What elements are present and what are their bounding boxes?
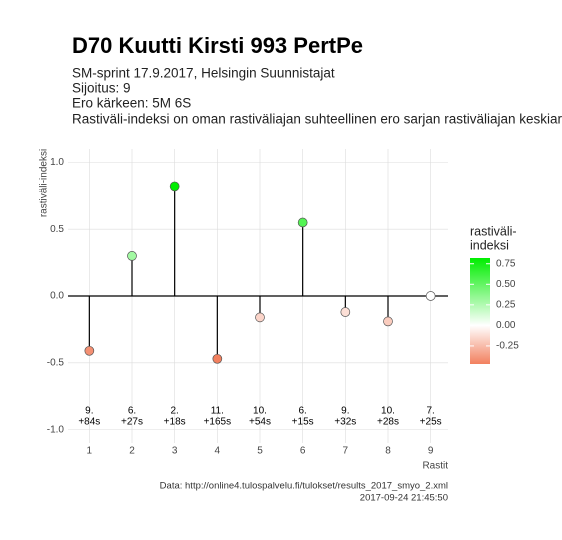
gap-label: +25s bbox=[420, 417, 442, 428]
point bbox=[212, 353, 223, 364]
subtitle: SM-sprint 17.9.2017, Helsingin Suunnista… bbox=[72, 66, 335, 81]
point bbox=[383, 316, 393, 327]
x-axis-label: Rastit bbox=[422, 461, 448, 472]
point bbox=[169, 181, 180, 192]
x-tick-label: 9 bbox=[428, 446, 434, 457]
rank-label: 10. bbox=[253, 406, 267, 417]
point bbox=[127, 251, 137, 261]
point bbox=[297, 217, 308, 228]
y-tick-label: 1.0 bbox=[50, 157, 64, 168]
y-axis-label: rastiväli-indeksi bbox=[39, 149, 50, 217]
gap-label: +32s bbox=[334, 417, 356, 428]
gap-label: +15s bbox=[292, 417, 314, 428]
legend-title: rastiväli- bbox=[470, 224, 517, 238]
rank-label: 9. bbox=[85, 406, 93, 417]
subtitle: Rastiväli-indeksi on oman rastiväliajan … bbox=[72, 112, 562, 127]
point bbox=[84, 345, 95, 356]
x-tick-label: 5 bbox=[257, 446, 263, 457]
legend-label: 0.75 bbox=[496, 258, 516, 269]
caption: 2017-09-24 21:45:50 bbox=[360, 493, 448, 504]
gap-label: +165s bbox=[204, 417, 232, 428]
gap-label: +18s bbox=[164, 417, 186, 428]
gap-label: +54s bbox=[249, 417, 271, 428]
rank-label: 6. bbox=[128, 406, 136, 417]
colorbar bbox=[470, 258, 490, 364]
point bbox=[425, 291, 436, 301]
legend-label: 0.00 bbox=[496, 320, 516, 331]
rank-label: 6. bbox=[298, 406, 306, 417]
rank-label: 10. bbox=[381, 406, 395, 417]
x-tick-label: 6 bbox=[300, 446, 306, 457]
y-tick-label: 0.0 bbox=[50, 291, 64, 302]
subtitle: Sijoitus: 9 bbox=[72, 81, 131, 96]
x-tick-label: 3 bbox=[172, 446, 178, 457]
x-tick-label: 4 bbox=[215, 446, 221, 457]
gap-label: +84s bbox=[78, 417, 100, 428]
x-tick-label: 1 bbox=[87, 446, 93, 457]
point bbox=[255, 312, 265, 323]
x-tick-label: 8 bbox=[385, 446, 391, 457]
x-tick-label: 2 bbox=[129, 446, 135, 457]
subtitle: Ero kärkeen: 5M 6S bbox=[72, 96, 191, 111]
y-tick-label: -1.0 bbox=[47, 424, 65, 435]
rank-label: 9. bbox=[341, 406, 349, 417]
rank-label: 7. bbox=[426, 406, 434, 417]
legend-label: 0.50 bbox=[496, 279, 516, 290]
x-tick-label: 7 bbox=[343, 446, 349, 457]
gap-label: +27s bbox=[121, 417, 143, 428]
y-tick-label: -0.5 bbox=[47, 357, 65, 368]
y-tick-label: 0.5 bbox=[50, 224, 64, 235]
rank-label: 2. bbox=[170, 406, 178, 417]
legend-label: -0.25 bbox=[496, 341, 519, 352]
legend-label: 0.25 bbox=[496, 299, 516, 310]
gap-label: +28s bbox=[377, 417, 399, 428]
chart-title: D70 Kuutti Kirsti 993 PertPe bbox=[72, 33, 363, 58]
caption: Data: http://online4.tulospalvelu.fi/tul… bbox=[160, 481, 448, 492]
legend-title: indeksi bbox=[470, 238, 509, 252]
point bbox=[340, 307, 351, 317]
rank-label: 11. bbox=[211, 406, 224, 417]
